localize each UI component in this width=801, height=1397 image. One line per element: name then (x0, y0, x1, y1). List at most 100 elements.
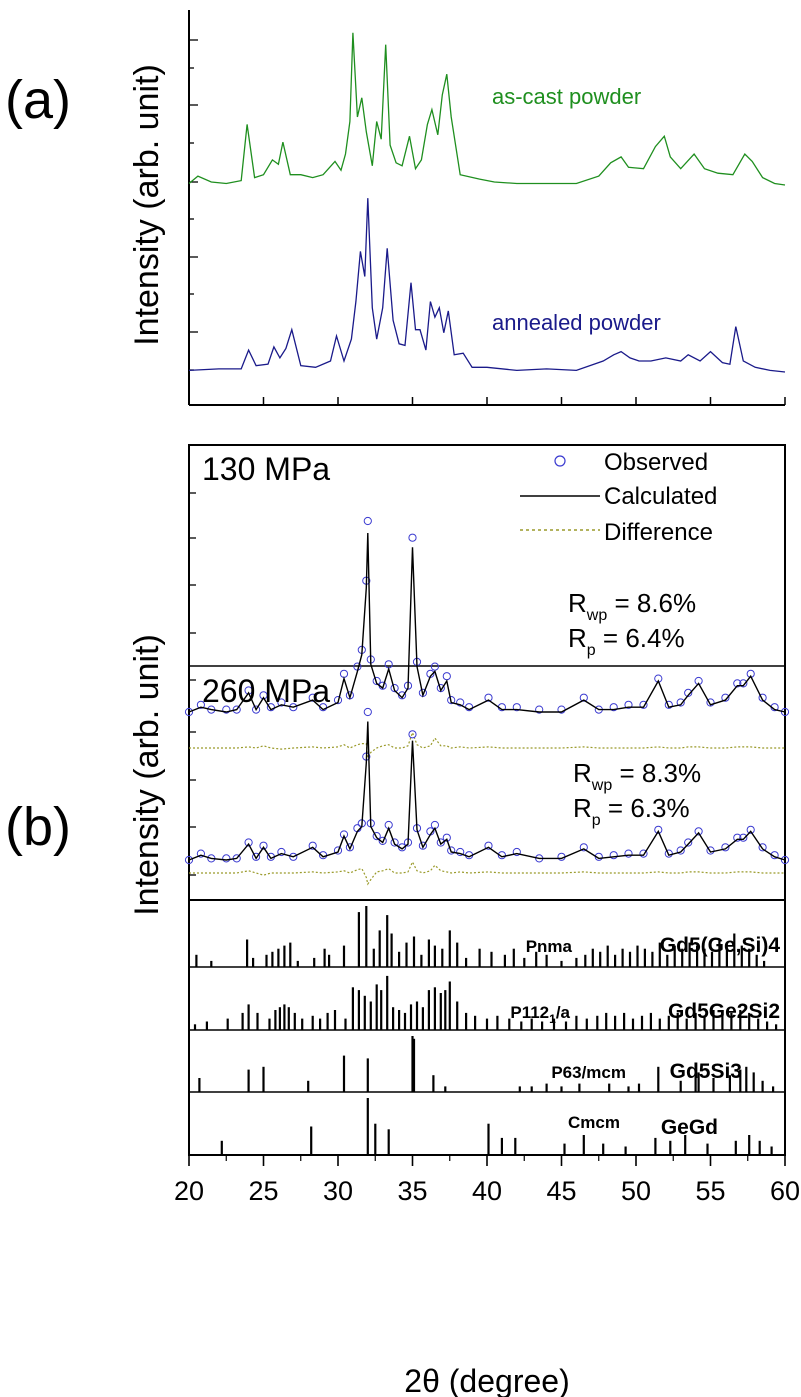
rwp-260: Rwp = 8.3% (573, 758, 701, 794)
panel-260mpa-plot (184, 707, 790, 886)
phase-3-spacegroup: Cmcm (568, 1113, 620, 1132)
rp-260: Rp = 6.3% (573, 793, 690, 829)
observed-point (408, 533, 417, 542)
observed-point (436, 838, 445, 847)
observed-point (780, 855, 790, 865)
legend: Observed Calculated Difference (520, 449, 717, 546)
panel-a-x-ticks (188, 397, 786, 405)
observed-point (721, 693, 730, 702)
observed-point (222, 854, 231, 863)
observed-point (442, 672, 451, 681)
observed-point (512, 703, 521, 712)
difference-line (189, 730, 785, 760)
observed-point (184, 855, 194, 865)
panel-b-y-ticks (189, 492, 196, 876)
difference-line (189, 860, 785, 886)
observed-point (639, 700, 648, 709)
observed-point (706, 846, 715, 855)
observed-point (345, 843, 354, 852)
observed-point (408, 730, 417, 739)
observed-point (196, 700, 205, 709)
rwp-130: Rwp = 8.6% (568, 588, 696, 624)
rp-130: Rp = 6.4% (568, 623, 685, 659)
observed-point (196, 849, 205, 858)
observed-point (372, 832, 381, 841)
calculated-line (188, 532, 786, 713)
observed-point (277, 847, 286, 857)
observed-point (484, 693, 493, 702)
panel-a-y-ticks (189, 39, 198, 371)
phase-reference-bars (193, 906, 778, 1155)
panel-b-label: (b) (5, 797, 71, 857)
observed-point (721, 843, 730, 852)
panel-b-ylabel: Intensity (arb. unit) (128, 634, 166, 916)
observed-point (676, 698, 685, 707)
observed-point (456, 847, 465, 857)
observed-point (244, 838, 253, 847)
observed-point (739, 679, 748, 688)
observed-point (333, 696, 343, 705)
observed-point (706, 698, 715, 707)
pressure-label-260: 260 MPa (202, 673, 330, 709)
observed-point (535, 705, 544, 714)
x-tick-label: 20 (174, 1176, 204, 1206)
x-tick-label: 50 (621, 1176, 651, 1206)
calculated-line (188, 721, 786, 861)
pressure-label-130: 130 MPa (202, 451, 330, 487)
x-tick-label: 55 (695, 1176, 725, 1206)
x-tick-label: 35 (397, 1176, 427, 1206)
observed-point (378, 836, 387, 846)
observed-point (390, 684, 399, 693)
phase-2-spacegroup: P63/mcm (551, 1063, 626, 1082)
observed-point (758, 843, 767, 852)
observed-point (694, 827, 703, 836)
legend-observed-label: Observed (604, 449, 708, 476)
panel-a-label: (a) (5, 70, 71, 130)
observed-point (579, 843, 588, 852)
observed-point (289, 703, 298, 712)
observed-point (639, 849, 648, 858)
observed-point (780, 707, 790, 717)
observed-point (512, 847, 521, 857)
observed-point (398, 691, 407, 700)
observed-point (456, 698, 465, 707)
observed-point (430, 662, 439, 671)
observed-point (733, 833, 742, 842)
panel-a-axes (188, 10, 785, 406)
observed-point (447, 696, 456, 705)
phase-3-name: GeGd (661, 1116, 718, 1139)
observed-point (684, 688, 693, 698)
observed-point (232, 705, 241, 714)
legend-calculated-label: Calculated (604, 483, 717, 510)
observed-point (277, 698, 286, 707)
observed-point (252, 852, 261, 861)
observed-point (676, 846, 685, 855)
observed-point (363, 707, 372, 717)
observed-point (184, 707, 194, 717)
x-tick-label: 25 (248, 1176, 278, 1206)
observed-point (746, 825, 755, 834)
x-axis-ticks: 20 25 30 35 40 45 50 55 60 (174, 1155, 800, 1206)
observed-point (609, 703, 618, 712)
observed-point (390, 838, 399, 847)
observed-point (758, 693, 767, 702)
observed-point (259, 841, 268, 850)
observed-point (222, 705, 231, 714)
observed-point (289, 852, 298, 861)
legend-difference-label: Difference (604, 519, 713, 546)
observed-point (739, 833, 748, 842)
x-tick-label: 40 (472, 1176, 502, 1206)
observed-point (624, 700, 633, 709)
phase-1-name: Gd5Ge2Si2 (668, 1000, 780, 1023)
phase-0-name: Gd5(Ge,Si)4 (660, 934, 781, 957)
panel-130mpa-plot (184, 516, 790, 760)
panel-a-ylabel: Intensity (arb. unit) (128, 64, 166, 346)
observed-point (418, 841, 427, 850)
phase-1-spacegroup: P1121/a (510, 1003, 570, 1026)
legend-observed-marker (554, 455, 566, 467)
x-tick-label: 45 (546, 1176, 576, 1206)
observed-point (664, 700, 673, 709)
observed-point (308, 693, 317, 702)
phase-0-spacegroup: Pnma (526, 937, 573, 956)
